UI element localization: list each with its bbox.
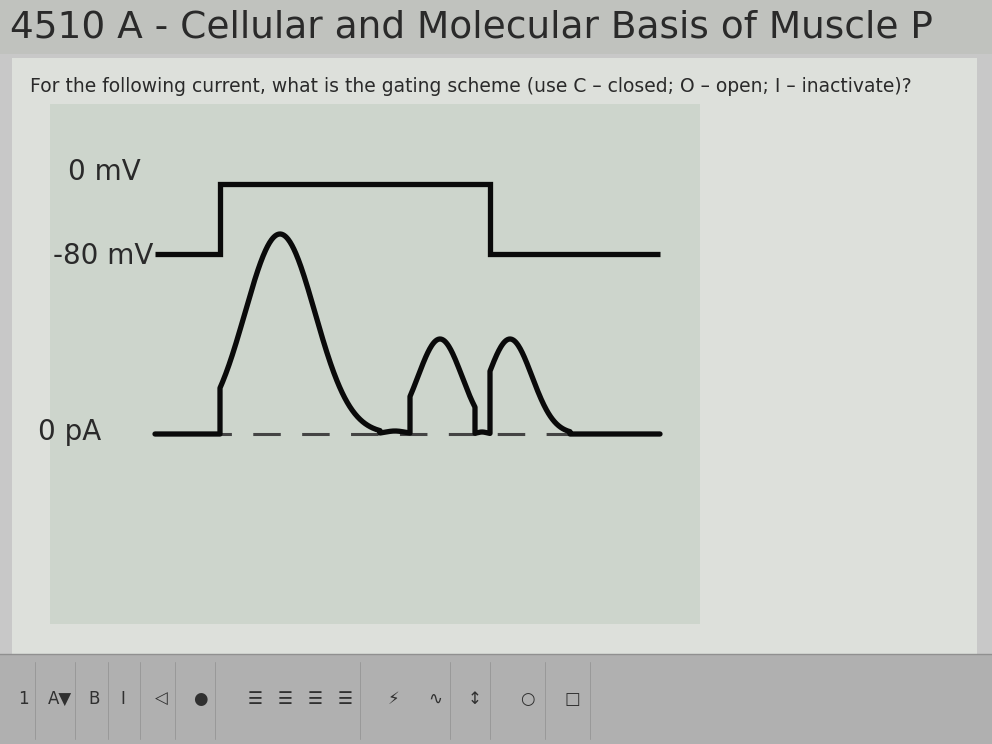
Text: ⚡: ⚡ (388, 690, 400, 708)
Text: 4510 A - Cellular and Molecular Basis of Muscle P: 4510 A - Cellular and Molecular Basis of… (10, 9, 932, 45)
Text: ☰: ☰ (278, 690, 293, 708)
Text: ☰: ☰ (248, 690, 263, 708)
Text: ☰: ☰ (308, 690, 322, 708)
Text: A▼: A▼ (48, 690, 72, 708)
Text: ●: ● (193, 690, 207, 708)
Text: ◁: ◁ (155, 690, 168, 708)
Text: ∿: ∿ (428, 690, 441, 708)
FancyBboxPatch shape (12, 58, 977, 656)
Text: □: □ (565, 690, 580, 708)
Text: 0 mV: 0 mV (68, 158, 141, 186)
Text: ○: ○ (520, 690, 535, 708)
Text: 0 pA: 0 pA (38, 418, 101, 446)
Text: 1: 1 (18, 690, 29, 708)
Text: I: I (120, 690, 125, 708)
Text: -80 mV: -80 mV (53, 242, 154, 270)
FancyBboxPatch shape (0, 0, 992, 54)
Text: B: B (88, 690, 99, 708)
Text: For the following current, what is the gating scheme (use C – closed; O – open; : For the following current, what is the g… (30, 77, 912, 95)
FancyBboxPatch shape (50, 104, 700, 624)
FancyBboxPatch shape (0, 654, 992, 744)
Text: ☰: ☰ (338, 690, 353, 708)
Text: ↕: ↕ (468, 690, 482, 708)
